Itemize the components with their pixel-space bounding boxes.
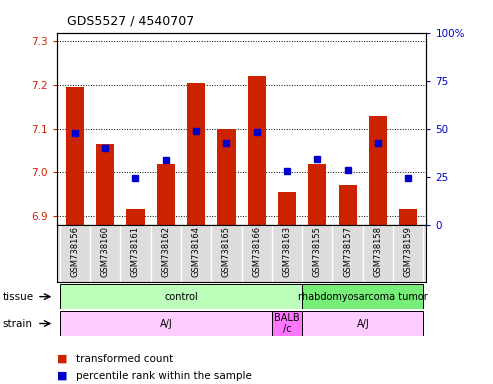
Bar bbox=[302, 311, 423, 336]
Text: GSM738157: GSM738157 bbox=[343, 227, 352, 277]
Bar bbox=[308, 164, 326, 225]
Text: GSM738155: GSM738155 bbox=[313, 227, 322, 277]
Bar bbox=[272, 311, 302, 336]
Text: GSM738162: GSM738162 bbox=[161, 227, 170, 277]
Text: control: control bbox=[164, 291, 198, 302]
Bar bbox=[187, 83, 205, 225]
Bar bbox=[399, 209, 418, 225]
Bar bbox=[66, 87, 84, 225]
Bar bbox=[278, 192, 296, 225]
Text: GSM738156: GSM738156 bbox=[70, 227, 79, 277]
Text: GSM738161: GSM738161 bbox=[131, 227, 140, 277]
Bar bbox=[60, 284, 302, 309]
Text: A/J: A/J bbox=[159, 318, 172, 329]
Bar bbox=[339, 185, 357, 225]
Text: percentile rank within the sample: percentile rank within the sample bbox=[76, 371, 252, 381]
Bar bbox=[302, 284, 423, 309]
Text: GSM738158: GSM738158 bbox=[374, 227, 383, 277]
Text: GSM738160: GSM738160 bbox=[101, 227, 109, 277]
Text: GSM738165: GSM738165 bbox=[222, 227, 231, 277]
Text: GDS5527 / 4540707: GDS5527 / 4540707 bbox=[67, 15, 194, 28]
Bar bbox=[217, 129, 236, 225]
Text: GSM738163: GSM738163 bbox=[282, 227, 291, 278]
Text: GSM738166: GSM738166 bbox=[252, 227, 261, 278]
Bar bbox=[126, 209, 144, 225]
Text: tissue: tissue bbox=[2, 291, 34, 302]
Text: strain: strain bbox=[2, 318, 33, 329]
Text: ■: ■ bbox=[57, 371, 67, 381]
Text: rhabdomyosarcoma tumor: rhabdomyosarcoma tumor bbox=[298, 291, 427, 302]
Text: BALB
/c: BALB /c bbox=[274, 313, 300, 334]
Text: GSM738164: GSM738164 bbox=[192, 227, 201, 277]
Text: A/J: A/J bbox=[356, 318, 369, 329]
Text: GSM738159: GSM738159 bbox=[404, 227, 413, 277]
Bar bbox=[157, 164, 175, 225]
Text: transformed count: transformed count bbox=[76, 354, 174, 364]
Bar bbox=[369, 116, 387, 225]
Bar bbox=[96, 144, 114, 225]
Text: ■: ■ bbox=[57, 354, 67, 364]
Bar bbox=[247, 76, 266, 225]
Bar bbox=[60, 311, 272, 336]
